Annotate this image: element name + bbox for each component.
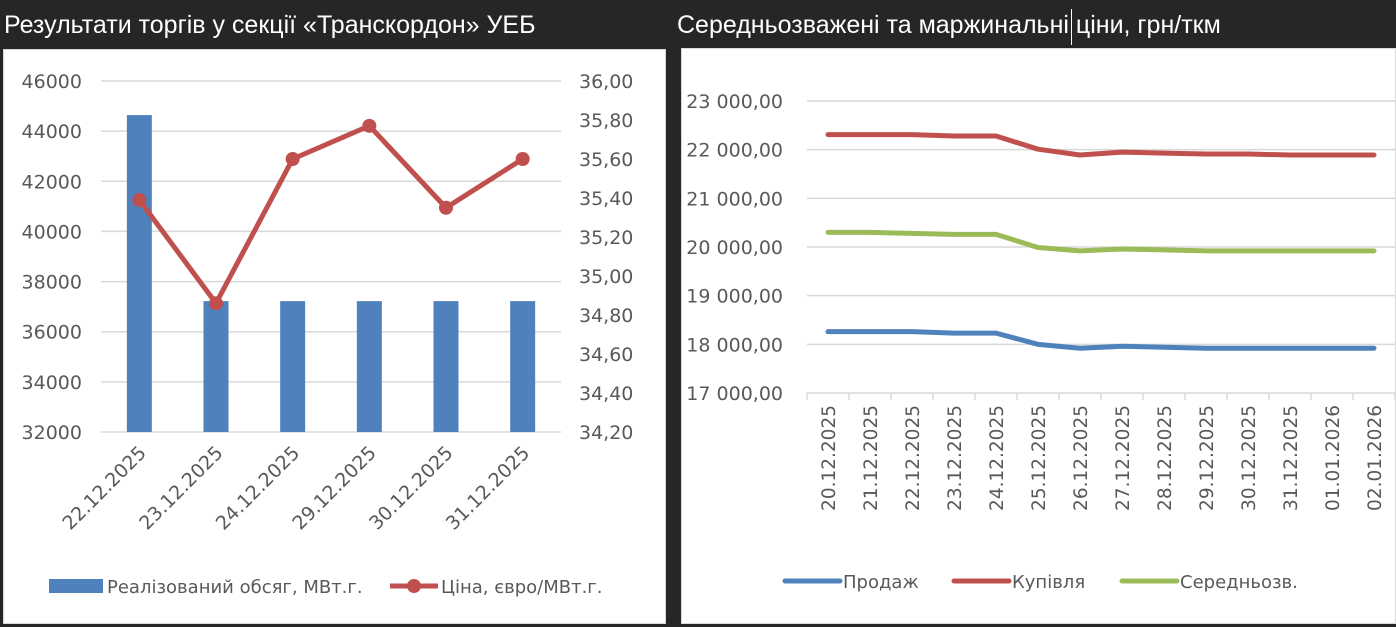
y-right-tick: 35,40 bbox=[579, 188, 633, 210]
x-axis-label: 25.12.2025 bbox=[1029, 405, 1050, 511]
volume-bar bbox=[433, 301, 459, 432]
line-chart: 23 000,00 22 000,00 21 000,00 20 000,00 19 0… bbox=[686, 91, 1396, 593]
y-axis-tick: 23 000,00 bbox=[686, 91, 783, 113]
x-axis-label: 23.12.2025 bbox=[945, 405, 966, 511]
x-axis-label: 24.12.2025 bbox=[987, 405, 1008, 511]
legend-volume-swatch bbox=[49, 579, 103, 593]
y-axis-tick: 21 000,00 bbox=[686, 188, 783, 210]
y-left-tick: 42000 bbox=[22, 171, 82, 193]
volume-bar bbox=[510, 301, 536, 432]
y-right-tick: 35,60 bbox=[579, 149, 633, 171]
price-line bbox=[137, 123, 525, 306]
x-axis-label: 28.12.2025 bbox=[1155, 405, 1176, 511]
y-right-tick: 34,80 bbox=[579, 305, 633, 327]
volume-bar bbox=[356, 301, 382, 432]
volume-bar bbox=[126, 115, 152, 433]
y-right-tick: 36,00 bbox=[579, 71, 633, 93]
x-axis-label: 29.12.2025 bbox=[1197, 405, 1218, 511]
y-left-tick: 38000 bbox=[22, 272, 82, 294]
y-left-tick: 32000 bbox=[22, 422, 82, 444]
x-axis-label: 27.12.2025 bbox=[1113, 405, 1134, 511]
right-chart-panel: 23 000,00 22 000,00 21 000,00 20 000,00 19 0… bbox=[681, 48, 1396, 624]
legend-price-label: Ціна, євро/МВт.г. bbox=[441, 577, 602, 598]
legend-sale-label: Продаж bbox=[843, 572, 919, 593]
y-axis-tick: 17 000,00 bbox=[686, 383, 783, 405]
legend-buy-label: Купівля bbox=[1012, 572, 1085, 593]
y-right-tick: 35,20 bbox=[579, 227, 633, 249]
y-right-tick: 34,20 bbox=[579, 422, 633, 444]
y-left-tick: 44000 bbox=[22, 121, 82, 143]
left-chart-panel: 46000 44000 42000 40000 38000 36000 34000 32000… bbox=[3, 49, 666, 624]
x-axis-label: 20.12.2025 bbox=[819, 405, 840, 511]
y-right-tick: 34,60 bbox=[579, 344, 633, 366]
y-right-tick: 34,40 bbox=[579, 383, 633, 405]
combo-chart: 46000 44000 42000 40000 38000 36000 34000 32000… bbox=[22, 71, 634, 598]
avg-line bbox=[825, 229, 1377, 254]
legend-price-marker bbox=[407, 579, 421, 593]
y-left-tick: 34000 bbox=[22, 372, 82, 394]
price-marker bbox=[515, 152, 530, 166]
text-cursor bbox=[1071, 9, 1072, 45]
price-marker bbox=[439, 200, 453, 215]
x-axis-label: 22.12.2025 bbox=[903, 405, 924, 511]
legend-avg-label: Середньозв. bbox=[1180, 572, 1298, 593]
legend-volume-label: Реалізований обсяг, МВт.г. bbox=[107, 577, 363, 598]
price-marker bbox=[362, 118, 377, 133]
price-marker bbox=[209, 296, 223, 311]
y-left-tick: 46000 bbox=[22, 71, 82, 93]
right-chart-title: Середньозважені та маржинальні ціни, грн… bbox=[677, 11, 1221, 39]
y-axis-tick: 18 000,00 bbox=[686, 334, 783, 356]
y-right-tick: 35,00 bbox=[579, 266, 633, 288]
volume-bar bbox=[280, 301, 306, 432]
y-left-tick: 40000 bbox=[22, 221, 82, 243]
x-axis-label: 01.01.2026 bbox=[1323, 405, 1344, 511]
price-marker bbox=[285, 152, 300, 166]
x-axis-label: 30.12.2025 bbox=[1239, 405, 1260, 511]
left-chart-title: Результати торгів у секції «Транскордон»… bbox=[4, 11, 536, 39]
y-left-tick: 36000 bbox=[22, 322, 82, 344]
buy-line bbox=[825, 132, 1377, 158]
sale-line bbox=[825, 329, 1377, 351]
x-axis-label: 26.12.2025 bbox=[1071, 405, 1092, 511]
x-axis-label: 31.12.2025 bbox=[1281, 405, 1302, 511]
volume-bar bbox=[203, 301, 229, 432]
x-axis-label: 02.01.2026 bbox=[1365, 405, 1386, 511]
price-marker bbox=[132, 192, 147, 207]
y-right-tick: 35,80 bbox=[579, 110, 633, 132]
y-axis-tick: 22 000,00 bbox=[686, 140, 783, 162]
x-axis-label: 21.12.2025 bbox=[861, 405, 882, 511]
y-axis-tick: 19 000,00 bbox=[686, 286, 783, 308]
y-axis-tick: 20 000,00 bbox=[686, 237, 783, 259]
